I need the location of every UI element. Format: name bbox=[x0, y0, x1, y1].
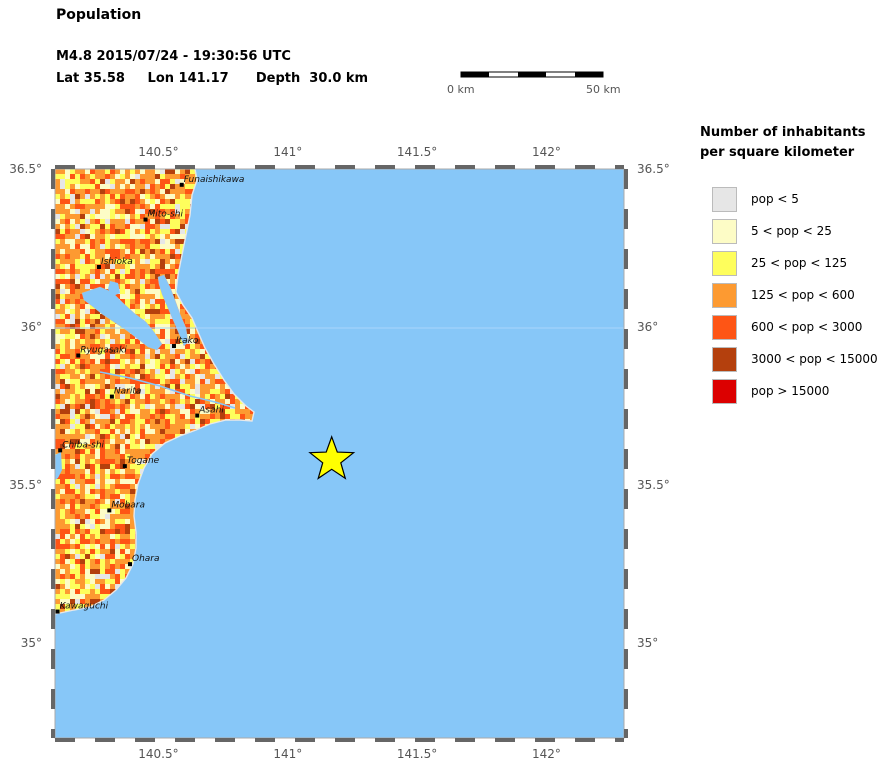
city-marker bbox=[96, 264, 101, 269]
city-label: Mito-shi bbox=[148, 210, 184, 220]
lon-tick-label-bottom: 141.5° bbox=[397, 747, 437, 761]
lat-tick-label-right: 35° bbox=[637, 636, 658, 650]
city-marker bbox=[171, 344, 176, 349]
lon-tick-label-top: 141° bbox=[273, 145, 302, 159]
city-markers: Funaishikawa Mito-shi Ishioka Itako Ryugasak… bbox=[55, 175, 245, 614]
city-label: Chiba-shi bbox=[62, 440, 104, 450]
city-label: Ohara bbox=[132, 554, 160, 564]
legend-label: 600 < pop < 3000 bbox=[751, 320, 863, 334]
city-label: Mobara bbox=[111, 500, 145, 510]
city-label: Ryugasaki bbox=[80, 346, 127, 356]
city-marker bbox=[128, 562, 133, 567]
lat-tick-label-right: 36.5° bbox=[637, 162, 670, 176]
city-label: Funaishikawa bbox=[184, 175, 245, 185]
lat-tick-label-left: 35.5° bbox=[9, 478, 42, 492]
city-marker bbox=[143, 217, 148, 222]
legend-swatch bbox=[712, 187, 737, 212]
city-label: Ishioka bbox=[101, 257, 133, 267]
lon-tick-label-bottom: 140.5° bbox=[138, 747, 178, 761]
city-label: Kawaguchi bbox=[60, 602, 109, 612]
legend-title-line1: Number of inhabitants bbox=[700, 125, 866, 140]
legend-label: pop < 5 bbox=[751, 192, 799, 206]
lon-tick-label-top: 141.5° bbox=[397, 145, 437, 159]
lat-tick-label-right: 36° bbox=[637, 320, 658, 334]
city-marker bbox=[122, 464, 127, 469]
legend-swatch bbox=[712, 315, 737, 340]
lakes bbox=[55, 274, 236, 480]
city-label: Narita bbox=[114, 387, 141, 397]
city-marker bbox=[76, 353, 81, 358]
legend-label: 25 < pop < 125 bbox=[751, 256, 848, 270]
city-marker bbox=[55, 609, 60, 614]
axis-ticks: 140.5° 140.5° 141° 141° 141.5° 141.5° 142° 142°… bbox=[9, 145, 669, 761]
legend-label: pop > 15000 bbox=[751, 384, 830, 398]
city-marker bbox=[179, 182, 184, 187]
city-marker bbox=[58, 448, 63, 453]
legend-swatch bbox=[712, 251, 737, 276]
location-info: Lat 35.58 Lon 141.17 Depth 30.0 km bbox=[56, 71, 369, 86]
scale-bar-left-label: 0 km bbox=[447, 83, 475, 96]
scale-bar bbox=[460, 71, 604, 78]
legend-label: 125 < pop < 600 bbox=[751, 288, 855, 302]
map-title: Population bbox=[56, 7, 142, 23]
lat-tick-label-right: 35.5° bbox=[637, 478, 670, 492]
lat-tick-label-left: 36.5° bbox=[9, 162, 42, 176]
legend-title: Number of inhabitants per square kilomet… bbox=[700, 123, 866, 163]
event-info: M4.8 2015/07/24 - 19:30:56 UTC bbox=[56, 49, 291, 64]
lon-tick-label-top: 140.5° bbox=[138, 145, 178, 159]
legend-swatch bbox=[712, 379, 737, 404]
legend-title-line2: per square kilometer bbox=[700, 145, 855, 160]
legend-label: 3000 < pop < 15000 bbox=[751, 352, 878, 366]
city-label: Togane bbox=[127, 456, 160, 466]
city-marker bbox=[109, 394, 114, 399]
lon-tick-label-top: 142° bbox=[532, 145, 561, 159]
lon-tick-label-bottom: 142° bbox=[532, 747, 561, 761]
map-frame bbox=[51, 165, 628, 742]
legend-swatch bbox=[712, 347, 737, 372]
city-marker bbox=[107, 508, 112, 513]
lat-tick-label-left: 35° bbox=[21, 636, 42, 650]
lon-tick-label-bottom: 141° bbox=[273, 747, 302, 761]
scale-bar-right-label: 50 km bbox=[586, 83, 621, 96]
lat-tick-label-left: 36° bbox=[21, 320, 42, 334]
city-label: Asahi bbox=[198, 406, 224, 416]
epicenter-star-icon bbox=[308, 435, 356, 480]
legend-label: 5 < pop < 25 bbox=[751, 224, 832, 238]
legend-swatch bbox=[712, 219, 737, 244]
city-marker bbox=[195, 413, 200, 418]
legend-swatch bbox=[712, 283, 737, 308]
city-label: Itako bbox=[176, 336, 199, 346]
